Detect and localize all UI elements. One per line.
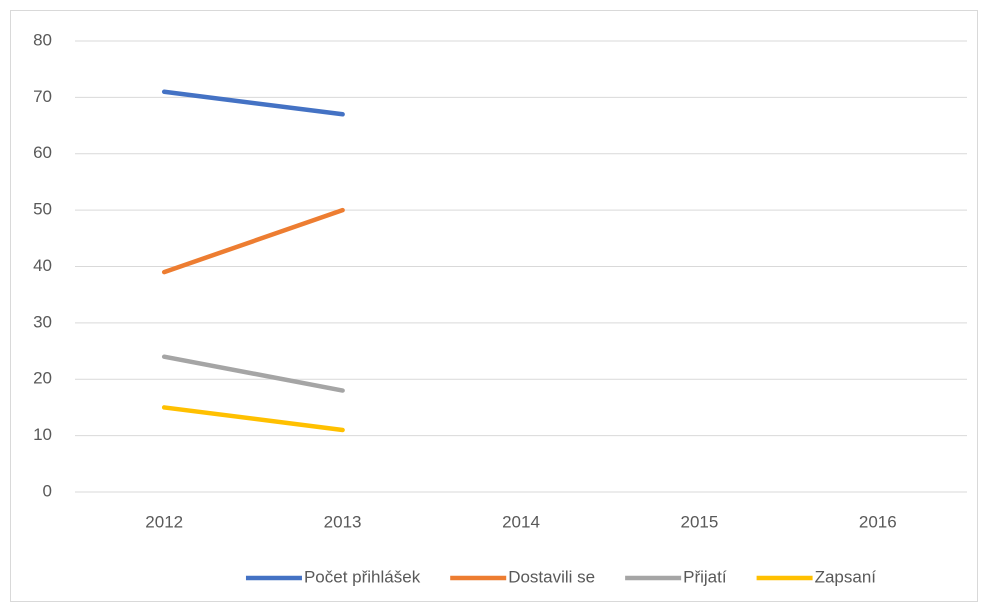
legend-label: Dostavili se: [508, 567, 595, 586]
y-tick-label: 30: [33, 312, 52, 331]
legend-label: Počet přihlášek: [304, 567, 421, 586]
x-tick-label: 2013: [324, 512, 362, 531]
y-tick-label: 70: [33, 87, 52, 106]
y-tick-label: 0: [43, 481, 52, 500]
y-tick-label: 10: [33, 425, 52, 444]
y-tick-label: 40: [33, 256, 52, 275]
y-tick-label: 80: [33, 30, 52, 49]
y-tick-label: 60: [33, 143, 52, 162]
y-tick-label: 20: [33, 369, 52, 388]
x-tick-label: 2012: [145, 512, 183, 531]
line-series: [161, 89, 345, 117]
legend-label: Zapsaní: [815, 567, 877, 586]
line-series: [161, 405, 345, 433]
y-tick-label: 50: [33, 200, 52, 219]
legend-label: Přijatí: [683, 567, 727, 586]
x-tick-label: 2016: [859, 512, 897, 531]
line-series: [161, 354, 345, 393]
x-tick-label: 2015: [680, 512, 718, 531]
chart-frame: [10, 10, 978, 602]
line-series: [161, 207, 345, 275]
x-tick-label: 2014: [502, 512, 540, 531]
